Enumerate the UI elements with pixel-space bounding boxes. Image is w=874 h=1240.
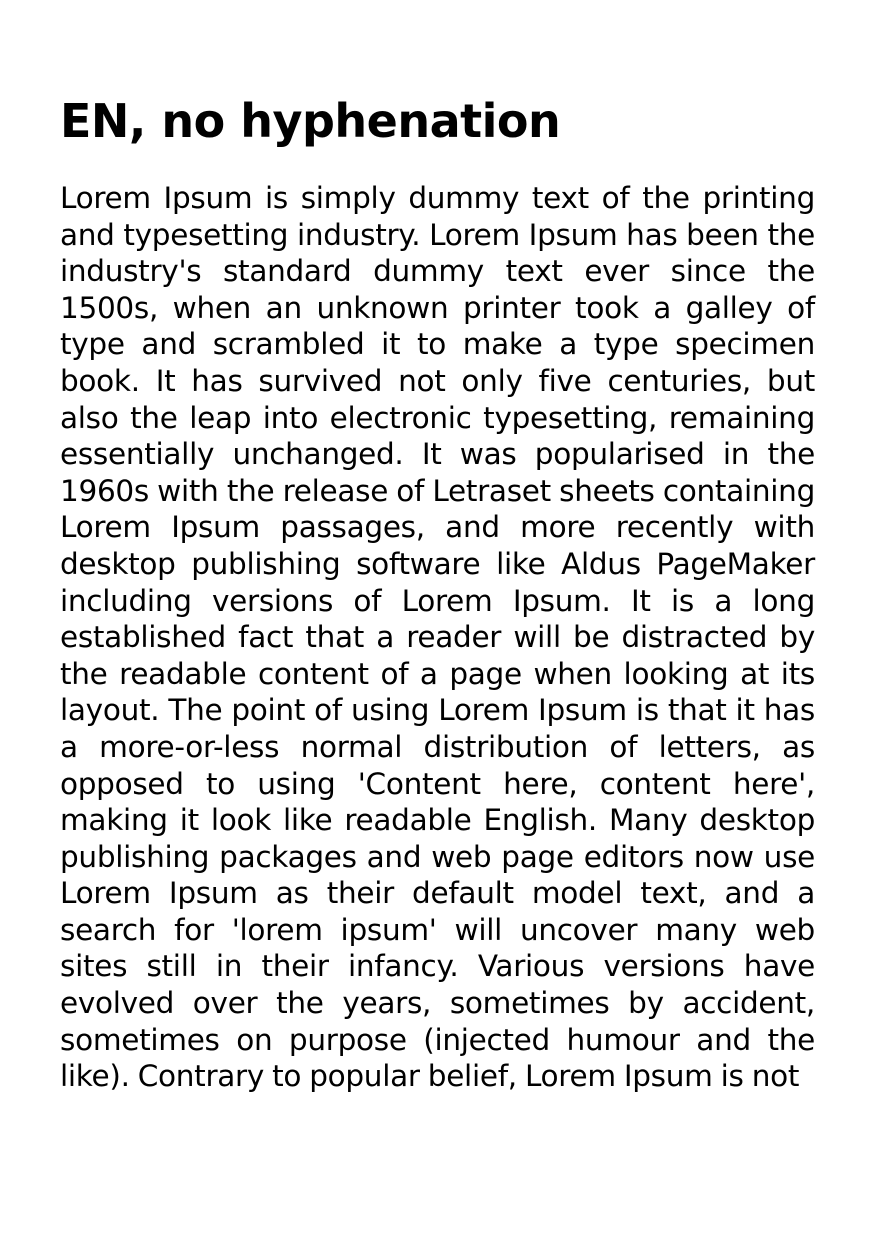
document-page: EN, no hyphenation Lorem Ipsum is simply… xyxy=(60,88,815,1095)
body-paragraph: Lorem Ipsum is simply dummy text of the … xyxy=(60,181,815,1094)
document-title: EN, no hyphenation xyxy=(60,94,561,148)
